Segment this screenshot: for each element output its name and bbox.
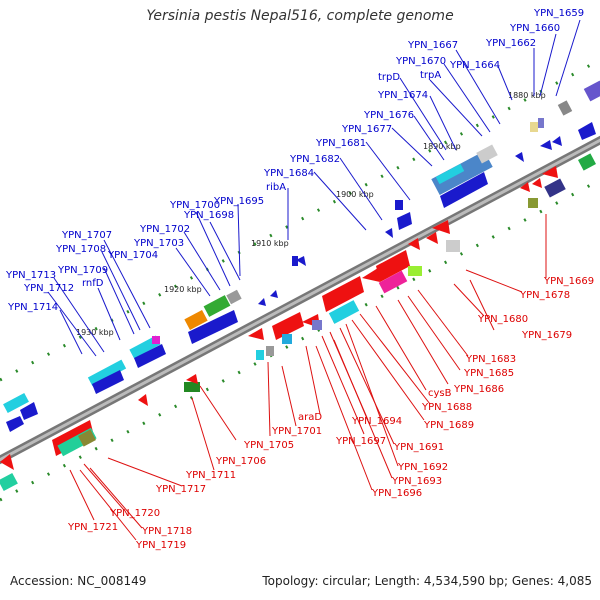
map-title: Yersinia pestis Nepal516, complete genom… (146, 8, 454, 24)
label-YPN_1662: YPN_1662 (485, 38, 536, 49)
label-YPN_1684: YPN_1684 (263, 168, 314, 179)
tick-1930: 1930 kbp (76, 328, 114, 337)
label-YPN_1689: YPN_1689 (423, 420, 474, 431)
label-araD: araD (298, 412, 322, 423)
label-YPN_1698: YPN_1698 (183, 210, 234, 221)
tick-1890: 1890 kbp (423, 142, 461, 151)
label-YPN_1720: YPN_1720 (109, 508, 160, 519)
label-YPN_1706: YPN_1706 (215, 456, 266, 467)
label-YPN_1704: YPN_1704 (107, 250, 158, 261)
label-YPN_1688: YPN_1688 (421, 402, 472, 413)
label-rnfD: rnfD (82, 278, 104, 289)
tick-labels: 1880 kbp 1890 kbp 1900 kbp 1910 kbp 1920… (76, 91, 546, 337)
label-YPN_1700: YPN_1700 (169, 200, 220, 211)
label-YPN_1681: YPN_1681 (315, 138, 366, 149)
label-YPN_1695: YPN_1695 (213, 196, 264, 207)
label-YPN_1678: YPN_1678 (519, 290, 570, 301)
label-YPN_1679: YPN_1679 (521, 330, 572, 341)
label-YPN_1708: YPN_1708 (55, 244, 106, 255)
label-YPN_1711: YPN_1711 (185, 470, 236, 481)
label-YPN_1721: YPN_1721 (67, 522, 118, 533)
accession-text: Accession: NC_008149 (10, 574, 147, 588)
label-YPN_1667: YPN_1667 (407, 40, 458, 51)
label-YPN_1712: YPN_1712 (23, 283, 74, 294)
label-YPN_1702: YPN_1702 (139, 224, 190, 235)
reverse-leaders (69, 214, 547, 541)
forward-leaders (47, 19, 581, 357)
label-YPN_1705: YPN_1705 (243, 440, 294, 451)
label-YPN_1714: YPN_1714 (7, 302, 58, 313)
label-ribA: ribA (266, 182, 286, 193)
label-YPN_1693: YPN_1693 (391, 476, 442, 487)
label-YPN_1707: YPN_1707 (61, 230, 112, 241)
label-YPN_1676: YPN_1676 (363, 110, 414, 121)
label-YPN_1682: YPN_1682 (289, 154, 340, 165)
topology-text: Topology: circular; Length: 4,534,590 bp… (262, 574, 592, 588)
label-YPN_1717: YPN_1717 (155, 484, 206, 495)
label-YPN_1680: YPN_1680 (477, 314, 528, 325)
label-YPN_1669: YPN_1669 (543, 276, 594, 287)
label-trpD: trpD (378, 72, 400, 83)
label-trpA: trpA (420, 70, 441, 81)
label-YPN_1697: YPN_1697 (335, 436, 386, 447)
forward-features (3, 80, 600, 432)
label-YPN_1674: YPN_1674 (377, 90, 428, 101)
label-YPN_1701: YPN_1701 (271, 426, 322, 437)
label-YPN_1709: YPN_1709 (57, 265, 108, 276)
label-YPN_1696: YPN_1696 (371, 488, 422, 499)
label-YPN_1694: YPN_1694 (351, 416, 402, 427)
label-YPN_1677: YPN_1677 (341, 124, 392, 135)
tick-1880: 1880 kbp (508, 91, 546, 100)
reverse-guide (0, 178, 600, 502)
reverse-labels: YPN_1669 YPN_1678 YPN_1679 YPN_1680 YPN_… (67, 276, 594, 551)
label-YPN_1692: YPN_1692 (397, 462, 448, 473)
label-YPN_1670: YPN_1670 (395, 56, 446, 67)
label-YPN_1664: YPN_1664 (449, 60, 500, 71)
label-YPN_1659: YPN_1659 (533, 8, 584, 19)
label-YPN_1683: YPN_1683 (465, 354, 516, 365)
label-YPN_1713: YPN_1713 (5, 270, 56, 281)
label-YPN_1718: YPN_1718 (141, 526, 192, 537)
label-YPN_1660: YPN_1660 (509, 23, 560, 34)
tick-1910: 1910 kbp (251, 239, 289, 248)
label-cysB: cysB (428, 388, 452, 399)
label-YPN_1719: YPN_1719 (135, 540, 186, 551)
tick-1900: 1900 kbp (336, 190, 374, 199)
label-YPN_1686: YPN_1686 (453, 384, 504, 395)
label-YPN_1703: YPN_1703 (133, 238, 184, 249)
label-YPN_1685: YPN_1685 (463, 368, 514, 379)
reverse-features (0, 153, 596, 492)
label-YPN_1691: YPN_1691 (393, 442, 444, 453)
forward-labels: YPN_1659 YPN_1660 YPN_1662 YPN_1664 YPN_… (5, 8, 584, 313)
tick-1920: 1920 kbp (164, 285, 202, 294)
